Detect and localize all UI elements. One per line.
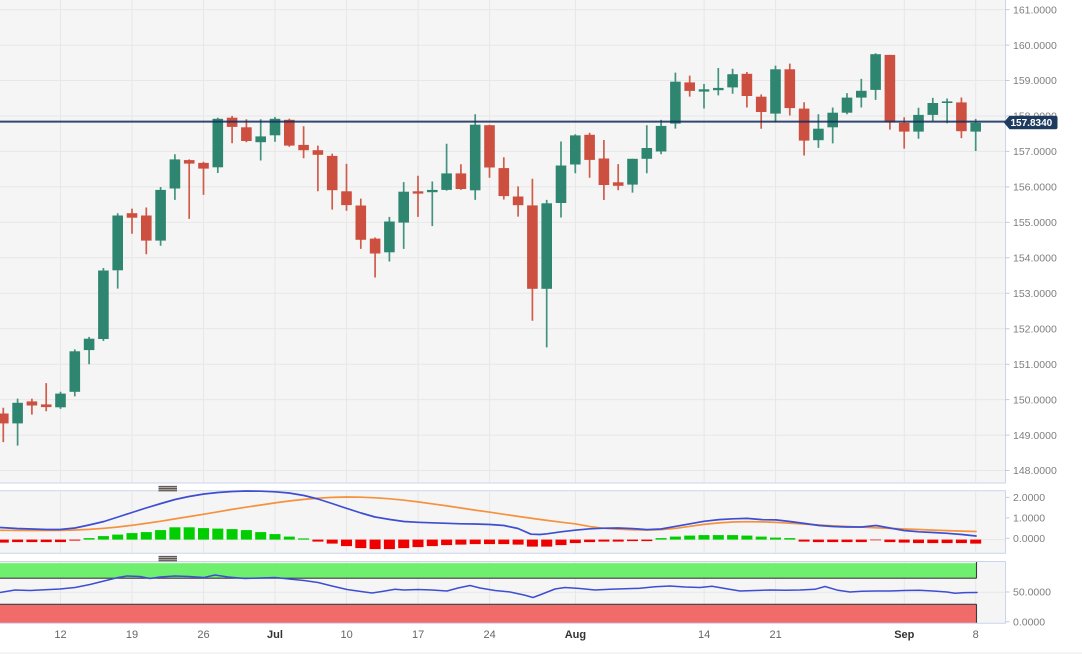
svg-text:2.0000: 2.0000 [1013,492,1045,504]
svg-text:151.0000: 151.0000 [1013,359,1057,371]
svg-text:159.0000: 159.0000 [1013,75,1057,87]
svg-text:148.0000: 148.0000 [1013,465,1057,477]
svg-text:1.0000: 1.0000 [1013,513,1045,525]
svg-text:0.0000: 0.0000 [1013,533,1045,545]
svg-text:160.0000: 160.0000 [1013,40,1057,52]
svg-text:153.0000: 153.0000 [1013,288,1057,300]
svg-text:Aug: Aug [565,629,586,641]
svg-text:154.0000: 154.0000 [1013,253,1057,265]
svg-text:152.0000: 152.0000 [1013,323,1057,335]
svg-text:21: 21 [769,629,781,641]
svg-text:17: 17 [412,629,424,641]
svg-text:Jul: Jul [267,629,283,641]
svg-text:149.0000: 149.0000 [1013,430,1057,442]
svg-text:157.0000: 157.0000 [1013,146,1057,158]
svg-text:156.0000: 156.0000 [1013,182,1057,194]
svg-text:12: 12 [54,629,66,641]
svg-text:150.0000: 150.0000 [1013,394,1057,406]
svg-text:10: 10 [340,629,352,641]
svg-text:14: 14 [698,629,710,641]
svg-text:26: 26 [197,629,209,641]
svg-text:157.8340: 157.8340 [1011,118,1053,129]
svg-text:0.0000: 0.0000 [1013,616,1045,628]
svg-text:19: 19 [126,629,138,641]
svg-text:155.0000: 155.0000 [1013,217,1057,229]
svg-text:Sep: Sep [894,629,914,641]
svg-text:24: 24 [483,629,495,641]
svg-text:161.0000: 161.0000 [1013,4,1057,16]
svg-text:8: 8 [973,629,979,641]
svg-text:50.0000: 50.0000 [1013,587,1051,599]
